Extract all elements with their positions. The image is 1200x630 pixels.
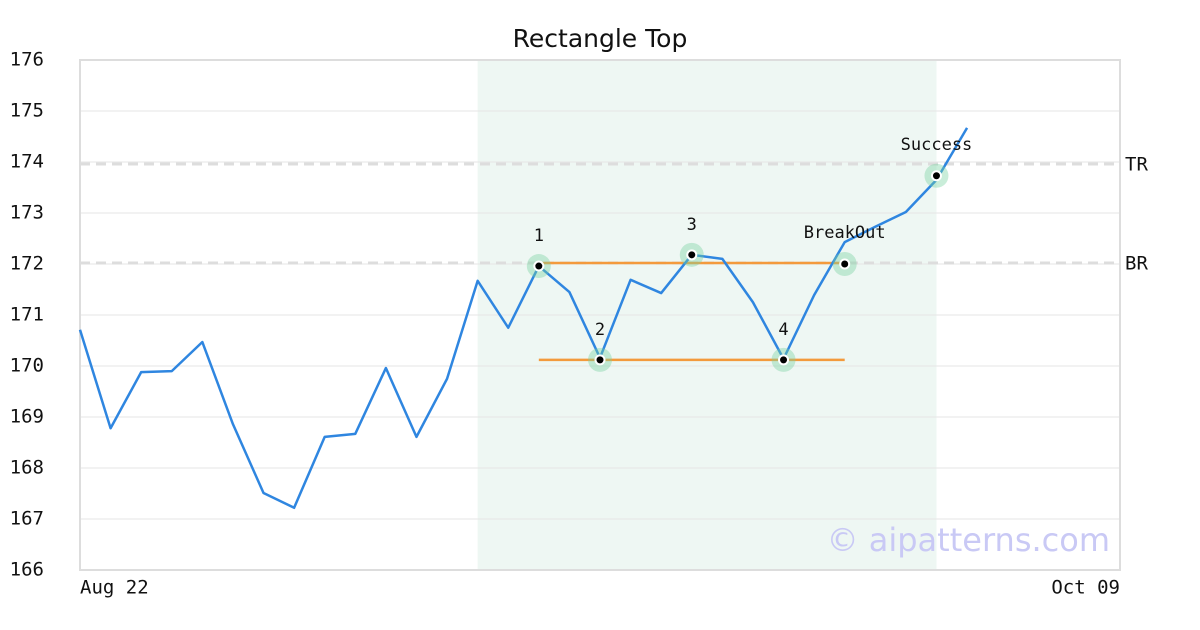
y-tick-label: 169 [10,406,44,428]
price-line [78,127,969,510]
y-tick-label: 176 [10,49,44,71]
pattern-point [686,249,698,261]
plot-frame [79,59,1121,571]
x-tick-label: Oct 09 [1051,577,1120,599]
y-tick-label: 171 [10,304,44,326]
y-tick-label: 174 [10,151,44,173]
y-tick-label: 173 [10,202,44,224]
point-label: Success [901,135,973,155]
pattern-point [778,354,790,366]
y-tick-label: 172 [10,253,44,275]
x-tick-label: Aug 22 [80,577,149,599]
y-tick-label: 166 [10,559,44,581]
point-label: 4 [778,320,788,340]
watermark: © aipatterns.com [827,521,1110,559]
pattern-point [533,260,545,272]
point-label: BreakOut [804,223,886,243]
pattern-point [594,354,606,366]
level-label: TR [1125,154,1148,176]
pattern-point [930,170,942,182]
y-tick-label: 168 [10,457,44,479]
point-label: 3 [687,215,697,235]
chart-title: Rectangle Top [513,24,688,53]
level-label: BR [1125,252,1148,274]
y-tick-label: 167 [10,508,44,530]
point-label: 2 [595,320,605,340]
y-tick-label: 170 [10,355,44,377]
pattern-point [839,258,851,270]
y-tick-label: 175 [10,100,44,122]
point-label: 1 [534,226,544,246]
